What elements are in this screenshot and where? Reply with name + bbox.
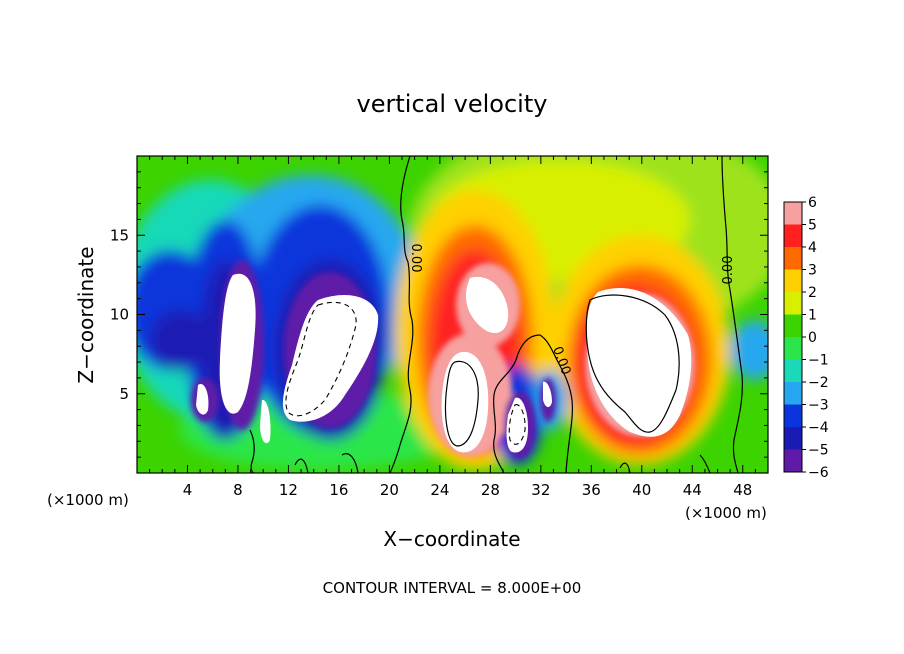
y-tick-label: 5 xyxy=(119,385,129,403)
colorbar-swatch xyxy=(784,247,802,270)
colorbar-swatch xyxy=(784,314,802,338)
contour-lines xyxy=(249,156,743,473)
contour-label: 0.00 xyxy=(408,244,423,273)
saturated-cores xyxy=(196,273,692,453)
x-axis-label: X−coordinate xyxy=(383,527,520,551)
colorbar-tick-label: 1 xyxy=(808,308,817,324)
colorbar-tick-label: −1 xyxy=(808,353,829,369)
x-tick-label: 16 xyxy=(329,481,348,499)
colorbar-tick-label: 6 xyxy=(808,195,817,211)
colorbar-tick-label: 0 xyxy=(808,330,817,346)
contour-label: 0.00 xyxy=(721,256,736,285)
colorbar-swatch xyxy=(784,449,802,473)
colorbar-swatch xyxy=(784,202,802,225)
colorbar-tick-label: 5 xyxy=(808,218,817,234)
colorbar-swatch xyxy=(784,404,802,428)
colorbar-swatch xyxy=(784,224,802,248)
y-tick-label: 10 xyxy=(110,306,129,324)
colorbar: 6 5 4 3 2 1 0 −1 −2 −3 −4 −5 −6 xyxy=(783,195,829,481)
colorbar-tick-label: 3 xyxy=(808,263,817,279)
x-tick-label: 20 xyxy=(380,481,399,499)
y-axis-label: Z−coordinate xyxy=(74,246,98,383)
colorbar-tick-label: −6 xyxy=(808,465,829,481)
colorbar-tick-label: 4 xyxy=(808,240,817,256)
x-tick-label: 24 xyxy=(430,481,449,499)
negative-contours xyxy=(285,301,526,445)
colorbar-tick-label: −3 xyxy=(808,398,829,414)
y-tick-label: 15 xyxy=(110,226,129,244)
colorbar-swatch xyxy=(784,359,802,383)
colorbar-swatch xyxy=(784,269,802,293)
heatmap-field: 0.00 0.00 0.00 xyxy=(137,156,768,473)
x-tick-label: 44 xyxy=(683,481,702,499)
x-tick-label: 48 xyxy=(733,481,752,499)
x-tick-label: 4 xyxy=(183,481,193,499)
x-unit-label: (×1000 m) xyxy=(685,504,767,522)
chart-title: vertical velocity xyxy=(357,90,548,118)
colorbar-swatch xyxy=(784,427,802,450)
colorbar-swatch xyxy=(784,382,802,405)
contour-interval-note: CONTOUR INTERVAL = 8.000E+00 xyxy=(323,579,582,597)
colorbar-swatch xyxy=(784,292,802,315)
colorbar-tick-label: −2 xyxy=(808,375,829,391)
x-tick-label: 28 xyxy=(481,481,500,499)
x-tick-label: 32 xyxy=(531,481,550,499)
x-tick-label: 36 xyxy=(582,481,601,499)
colorbar-tick-label: −5 xyxy=(808,443,829,459)
colorbar-tick-label: −4 xyxy=(808,420,829,436)
x-tick-label: 8 xyxy=(233,481,243,499)
x-tick-label: 12 xyxy=(279,481,298,499)
colorbar-tick-label: 2 xyxy=(808,285,817,301)
x-tick-label: 40 xyxy=(632,481,651,499)
y-unit-label: (×1000 m) xyxy=(47,491,129,509)
colorbar-swatch xyxy=(784,337,802,360)
